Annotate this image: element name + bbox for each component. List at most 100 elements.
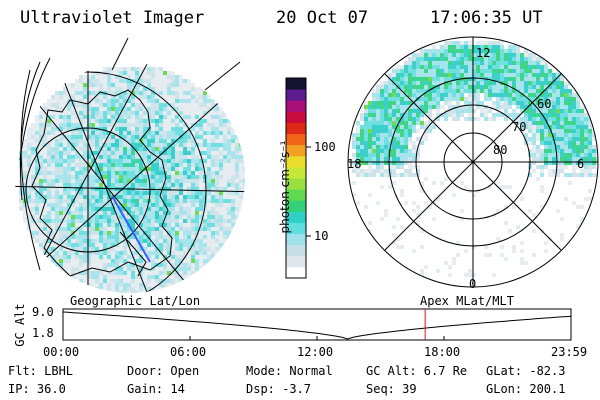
emission-pixel (115, 163, 119, 167)
emission-pixel (472, 69, 476, 73)
emission-pixel (444, 97, 448, 101)
emission-pixel (239, 147, 243, 151)
emission-pixel (175, 163, 179, 167)
emission-pixel (372, 105, 376, 109)
emission-pixel (119, 263, 123, 267)
emission-pixel (163, 267, 167, 271)
emission-pixel (424, 121, 428, 125)
emission-pixel (560, 133, 564, 137)
emission-pixel (175, 199, 179, 203)
emission-pixel (364, 169, 368, 173)
emission-pixel (35, 195, 39, 199)
emission-pixel (123, 139, 127, 143)
emission-pixel (536, 105, 540, 109)
emission-pixel (47, 99, 51, 103)
emission-pixel (83, 131, 87, 135)
emission-pixel (155, 103, 159, 107)
emission-pixel (67, 263, 71, 267)
emission-pixel (231, 187, 235, 191)
emission-pixel (484, 61, 488, 65)
emission-pixel (408, 125, 412, 129)
emission-pixel (67, 159, 71, 163)
emission-pixel (83, 99, 87, 103)
emission-pixel (556, 81, 560, 85)
emission-pixel (147, 215, 151, 219)
emission-pixel (111, 207, 115, 211)
emission-pixel (552, 77, 556, 81)
emission-pixel (364, 137, 368, 141)
emission-pixel (576, 129, 580, 133)
emission-pixel (187, 271, 191, 275)
emission-pixel (408, 109, 412, 113)
emission-pixel (131, 131, 135, 135)
emission-pixel (63, 251, 67, 255)
emission-pixel (71, 251, 75, 255)
emission-pixel (27, 139, 31, 143)
emission-pixel (159, 187, 163, 191)
emission-pixel (191, 155, 195, 159)
emission-pixel (396, 109, 400, 113)
emission-pixel (91, 271, 95, 275)
emission-pixel (392, 97, 396, 101)
emission-pixel (83, 203, 87, 207)
emission-pixel (79, 179, 83, 183)
emission-pixel (584, 141, 588, 145)
emission-pixel (87, 223, 91, 227)
emission-pixel (424, 49, 428, 53)
emission-pixel (147, 151, 151, 155)
emission-pixel (568, 93, 572, 97)
emission-pixel (528, 141, 532, 145)
emission-pixel (103, 279, 107, 283)
emission-pixel (171, 243, 175, 247)
emission-pixel (91, 227, 95, 231)
emission-pixel (75, 87, 79, 91)
emission-pixel (211, 99, 215, 103)
emission-pixel (436, 89, 440, 93)
emission-pixel (219, 139, 223, 143)
emission-pixel (420, 113, 424, 117)
emission-pixel (576, 173, 580, 177)
emission-pixel (111, 123, 115, 127)
emission-pixel (143, 87, 147, 91)
emission-pixel (171, 215, 175, 219)
emission-pixel (63, 235, 67, 239)
emission-pixel (195, 103, 199, 107)
emission-pixel (135, 255, 139, 259)
emission-pixel (588, 133, 592, 137)
emission-pixel (400, 149, 404, 153)
emission-pixel (540, 205, 544, 209)
emission-pixel (47, 183, 51, 187)
emission-pixel (464, 61, 468, 65)
emission-pixel (416, 57, 420, 61)
emission-pixel (179, 195, 183, 199)
emission-pixel (91, 211, 95, 215)
emission-pixel (55, 103, 59, 107)
emission-pixel (135, 103, 139, 107)
emission-pixel (155, 159, 159, 163)
emission-pixel (388, 157, 392, 161)
emission-pixel (171, 267, 175, 271)
emission-pixel (107, 175, 111, 179)
emission-pixel (219, 115, 223, 119)
emission-pixel (572, 125, 576, 129)
emission-pixel (115, 75, 119, 79)
emission-pixel (167, 127, 171, 131)
emission-pixel (175, 283, 179, 287)
emission-pixel (131, 123, 135, 127)
emission-pixel (215, 167, 219, 171)
emission-pixel (360, 129, 364, 133)
colorbar (285, 77, 311, 279)
emission-pixel (380, 157, 384, 161)
emission-pixel (83, 107, 87, 111)
emission-pixel (211, 203, 215, 207)
emission-pixel (123, 131, 127, 135)
emission-pixel (47, 179, 51, 183)
emission-pixel (532, 149, 536, 153)
emission-pixel (412, 141, 416, 145)
emission-pixel (67, 251, 71, 255)
emission-pixel (127, 203, 131, 207)
emission-pixel (35, 139, 39, 143)
emission-pixel (147, 251, 151, 255)
emission-pixel (103, 271, 107, 275)
emission-pixel (103, 151, 107, 155)
